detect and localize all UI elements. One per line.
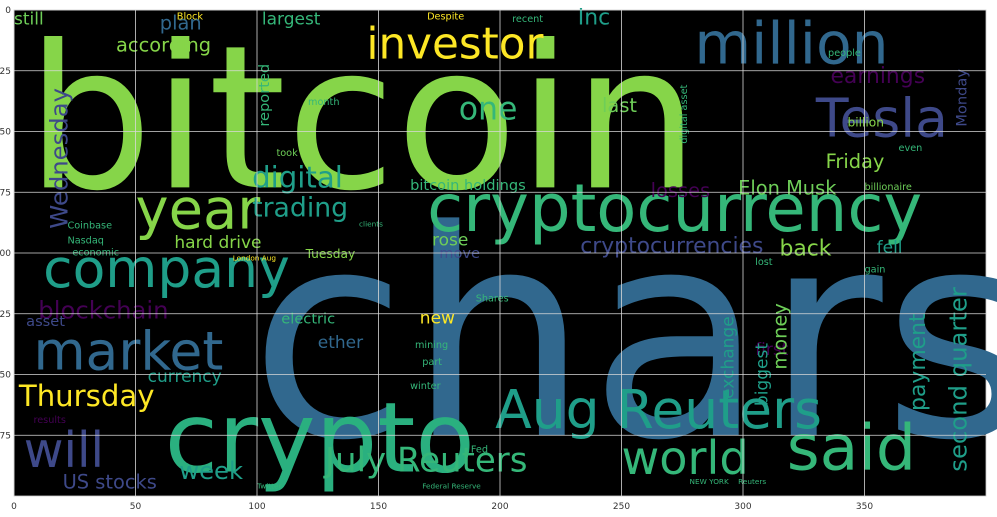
word-64: took <box>276 148 298 159</box>
word-14: July Reuters <box>323 441 527 481</box>
word-66: part <box>422 357 442 368</box>
x-tick-label-7: 350 <box>856 502 873 512</box>
word-60: Despite <box>427 12 464 23</box>
word-29: Elon Musk <box>738 177 837 200</box>
word-8: investor <box>366 19 543 70</box>
word-48: second quarter <box>944 287 973 472</box>
word-62: people <box>828 48 861 59</box>
word-44: first <box>755 340 789 360</box>
word-35: hard drive <box>174 233 261 253</box>
word-38: new <box>420 308 455 328</box>
y-tick-label-2: 50 <box>0 128 11 138</box>
word-72: NEW YORK <box>690 477 729 486</box>
word-39: electric <box>281 310 335 327</box>
word-20: week <box>179 456 243 485</box>
word-32: cryptocurrencies <box>580 234 763 259</box>
word-31: bitcoin holdings <box>410 177 526 194</box>
word-40: ether <box>318 333 363 353</box>
word-55: billionaire <box>865 182 912 193</box>
word-2: crypto <box>165 382 475 495</box>
x-tick-label-6: 300 <box>734 502 751 512</box>
word-4: Aug Reuters <box>495 378 822 441</box>
word-25: largest <box>262 10 321 30</box>
word-47: reported <box>256 64 273 127</box>
word-71: Federal Reserve <box>422 482 481 491</box>
word-59: Block <box>177 12 204 23</box>
word-21: US stocks <box>63 471 157 494</box>
word-76: even <box>899 143 923 154</box>
word-49: payment <box>906 313 931 411</box>
word-75: gain <box>865 264 886 275</box>
word-50: money <box>769 303 792 369</box>
word-51: exchange <box>718 316 738 399</box>
word-26: Inc <box>578 6 610 31</box>
word-61: recent <box>512 14 543 25</box>
word-10: company <box>43 237 290 300</box>
x-tick-label-5: 250 <box>613 502 630 512</box>
word-24: still <box>14 10 44 30</box>
y-tick-label-3: 75 <box>0 188 11 198</box>
word-54: billion <box>847 116 883 130</box>
word-53: Monday <box>954 69 971 127</box>
word-46: Wednesday <box>44 88 73 229</box>
x-tick-label-0: 0 <box>11 502 17 512</box>
word-80: digital asset <box>679 84 690 143</box>
y-tick-label-0: 0 <box>5 6 11 16</box>
word-36: rose <box>432 231 468 251</box>
y-tick-label-1: 25 <box>0 67 11 77</box>
word-9: year <box>136 178 261 243</box>
word-13: world <box>622 431 749 485</box>
word-0: bitcoin <box>26 3 699 235</box>
word-30: losses <box>651 179 711 202</box>
word-45: Tuesday <box>305 247 356 261</box>
x-tick-label-1: 50 <box>130 502 142 512</box>
word-79: clients <box>359 219 383 228</box>
word-74: lost <box>755 257 773 268</box>
y-tick-label-7: 175 <box>0 431 11 441</box>
word-12: will <box>24 423 104 479</box>
word-15: Thursday <box>18 379 155 413</box>
word-17: one <box>459 91 518 127</box>
word-34: fell <box>877 238 903 258</box>
word-73: Reuters <box>738 477 766 486</box>
word-43: last <box>602 94 637 117</box>
word-69: Fed <box>471 444 488 455</box>
word-33: back <box>779 236 831 261</box>
word-3: cryptocurrency <box>427 171 922 247</box>
word-5: said <box>787 410 916 484</box>
word-27: earnings <box>830 64 925 89</box>
word-70: Twitter <box>256 482 281 491</box>
word-56: Coinbase <box>67 221 112 232</box>
word-41: currency <box>148 367 222 387</box>
word-11: market <box>33 320 223 383</box>
x-tick-label-3: 150 <box>370 502 387 512</box>
y-tick-label-6: 150 <box>0 371 11 381</box>
word-65: mining <box>415 340 448 351</box>
word-23: plan <box>160 11 202 34</box>
y-axis-ticks: 0 25 50 75 100 125 150 175 <box>0 6 11 441</box>
x-tick-label-2: 100 <box>248 502 265 512</box>
word-6: million <box>694 9 888 77</box>
word-77: results <box>33 415 65 426</box>
x-tick-label-4: 200 <box>491 502 508 512</box>
word-57: Nasdaq <box>67 235 103 246</box>
y-tick-label-5: 125 <box>0 310 11 320</box>
word-63: month <box>308 97 339 108</box>
word-42: asset <box>26 313 65 330</box>
word-19: blockchain <box>38 296 168 325</box>
word-68: Shares <box>476 294 509 305</box>
y-tick-label-4: 100 <box>0 249 11 259</box>
word-16: digital <box>252 160 343 194</box>
word-22: according <box>116 33 211 56</box>
x-axis-ticks: 0 50 100 150 200 250 300 350 <box>11 502 873 512</box>
word-67: winter <box>410 381 441 392</box>
word-78: London Aug <box>233 253 276 262</box>
grid-lines <box>13 9 986 496</box>
word-28: Friday <box>826 150 885 173</box>
word-1: chars <box>250 169 997 503</box>
word-7: Tesla <box>815 86 948 149</box>
word-18: trading <box>252 193 348 224</box>
